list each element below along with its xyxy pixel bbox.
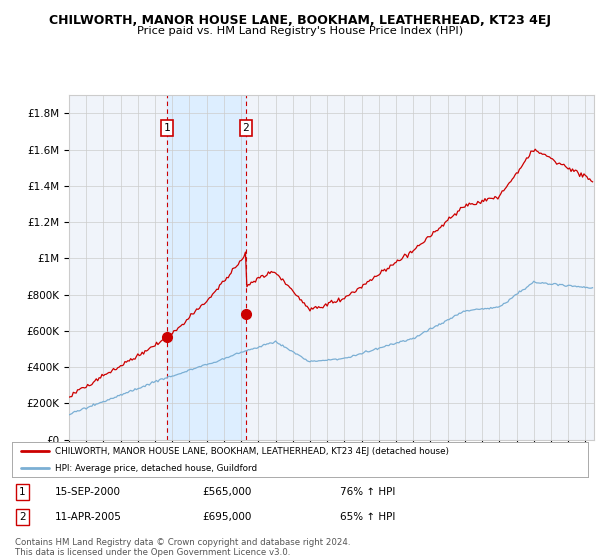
Text: Contains HM Land Registry data © Crown copyright and database right 2024.: Contains HM Land Registry data © Crown c… <box>15 538 350 547</box>
Text: 15-SEP-2000: 15-SEP-2000 <box>55 487 121 497</box>
Text: £565,000: £565,000 <box>202 487 251 497</box>
Text: This data is licensed under the Open Government Licence v3.0.: This data is licensed under the Open Gov… <box>15 548 290 557</box>
Text: 65% ↑ HPI: 65% ↑ HPI <box>340 512 395 522</box>
Bar <box>167 95 246 440</box>
Text: Price paid vs. HM Land Registry's House Price Index (HPI): Price paid vs. HM Land Registry's House … <box>137 26 463 36</box>
Text: £695,000: £695,000 <box>202 512 251 522</box>
Text: 76% ↑ HPI: 76% ↑ HPI <box>340 487 395 497</box>
Text: CHILWORTH, MANOR HOUSE LANE, BOOKHAM, LEATHERHEAD, KT23 4EJ: CHILWORTH, MANOR HOUSE LANE, BOOKHAM, LE… <box>49 14 551 27</box>
Text: CHILWORTH, MANOR HOUSE LANE, BOOKHAM, LEATHERHEAD, KT23 4EJ (detached house): CHILWORTH, MANOR HOUSE LANE, BOOKHAM, LE… <box>55 447 449 456</box>
Text: 1: 1 <box>19 487 26 497</box>
Text: 11-APR-2005: 11-APR-2005 <box>55 512 122 522</box>
Text: 2: 2 <box>242 123 249 133</box>
Text: 2: 2 <box>19 512 26 522</box>
Text: HPI: Average price, detached house, Guildford: HPI: Average price, detached house, Guil… <box>55 464 257 473</box>
Text: 1: 1 <box>164 123 170 133</box>
